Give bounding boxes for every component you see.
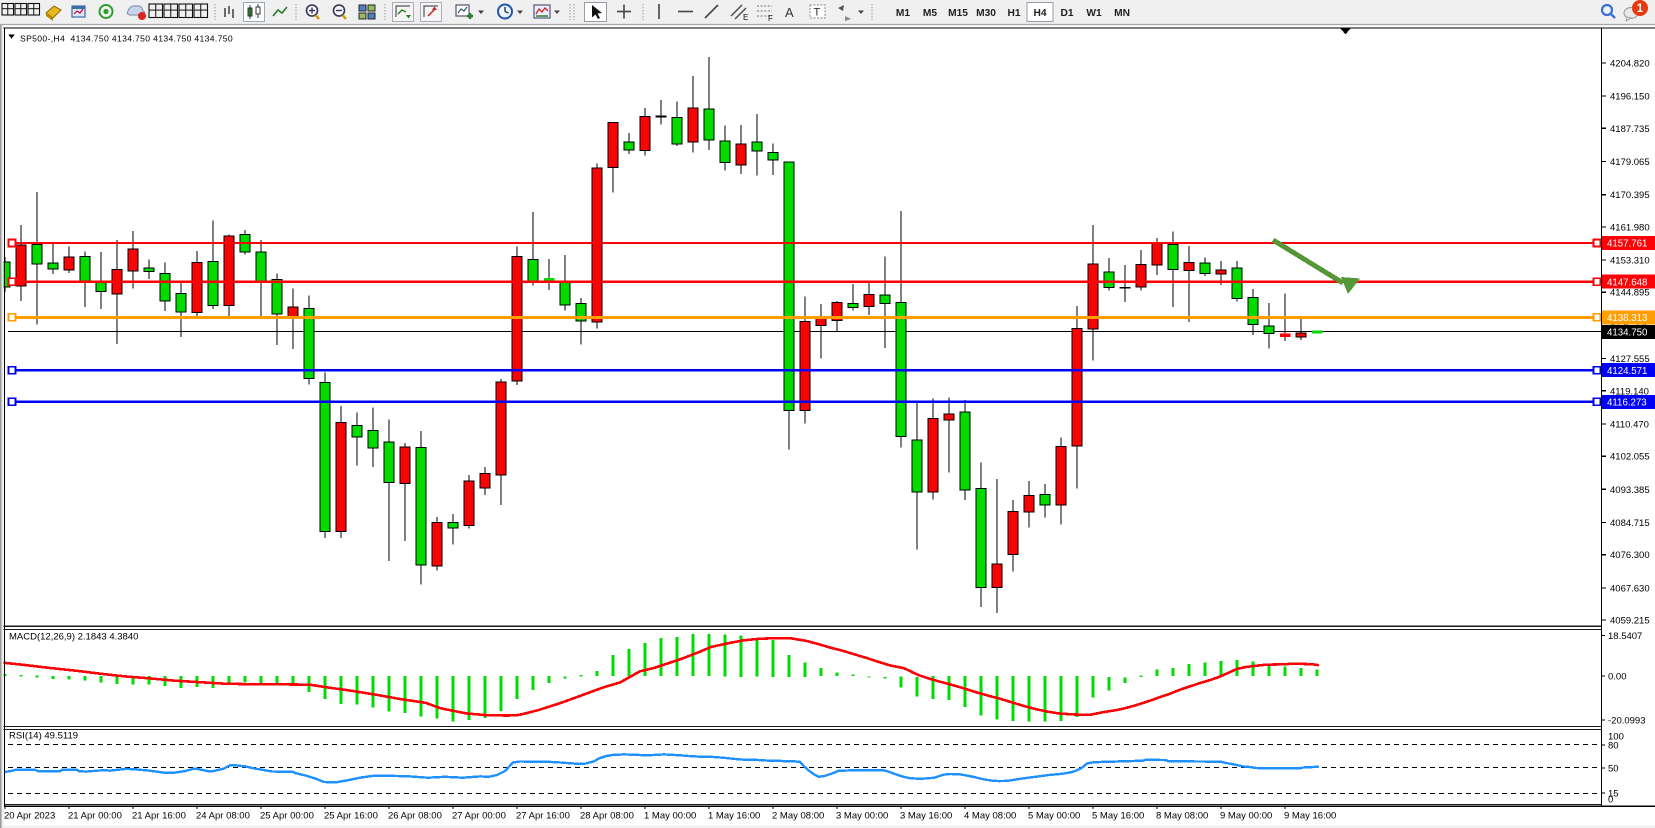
svg-text:4138.313: 4138.313 — [1607, 313, 1647, 324]
svg-text:4127.555: 4127.555 — [1610, 354, 1650, 365]
svg-text:4119.140: 4119.140 — [1610, 386, 1649, 397]
svg-text:4204.820: 4204.820 — [1610, 58, 1650, 69]
svg-text:1 May 00:00: 1 May 00:00 — [644, 811, 696, 822]
svg-text:4196.150: 4196.150 — [1610, 92, 1650, 103]
svg-text:26 Apr 08:00: 26 Apr 08:00 — [388, 811, 442, 822]
svg-text:27 Apr 00:00: 27 Apr 00:00 — [452, 811, 506, 822]
svg-text:E: E — [743, 13, 748, 22]
svg-text:5 May 16:00: 5 May 16:00 — [1092, 811, 1144, 822]
svg-text:27 Apr 16:00: 27 Apr 16:00 — [516, 811, 570, 822]
svg-text:4187.735: 4187.735 — [1610, 124, 1650, 135]
svg-text:4110.470: 4110.470 — [1610, 419, 1649, 430]
svg-text:25 Apr 00:00: 25 Apr 00:00 — [260, 811, 314, 822]
svg-text:4157.761: 4157.761 — [1607, 239, 1647, 250]
svg-text:21 Apr 16:00: 21 Apr 16:00 — [132, 811, 186, 822]
svg-text:M1: M1 — [896, 8, 910, 19]
svg-text:-20.0993: -20.0993 — [1608, 715, 1646, 726]
svg-text:20 Apr 2023: 20 Apr 2023 — [4, 811, 55, 822]
svg-text:M15: M15 — [948, 8, 968, 19]
svg-text:MN: MN — [1114, 8, 1130, 19]
svg-text:4170.395: 4170.395 — [1610, 190, 1650, 201]
svg-text:25 Apr 16:00: 25 Apr 16:00 — [324, 811, 378, 822]
svg-text:4 May 08:00: 4 May 08:00 — [964, 811, 1016, 822]
svg-text:H1: H1 — [1007, 8, 1020, 19]
svg-text:3 May 00:00: 3 May 00:00 — [836, 811, 888, 822]
svg-text:H4: H4 — [1033, 8, 1046, 19]
svg-text:9 May 00:00: 9 May 00:00 — [1220, 811, 1272, 822]
svg-text:4093.385: 4093.385 — [1610, 485, 1650, 496]
svg-text:15: 15 — [1608, 789, 1619, 800]
svg-text:A: A — [785, 5, 794, 20]
svg-text:D1: D1 — [1060, 8, 1073, 19]
svg-text:100: 100 — [1608, 731, 1624, 742]
svg-text:4153.310: 4153.310 — [1610, 256, 1650, 267]
svg-text:0.00: 0.00 — [1608, 671, 1627, 682]
svg-text:50: 50 — [1608, 764, 1619, 775]
svg-text:4161.980: 4161.980 — [1610, 222, 1650, 233]
svg-text:80: 80 — [1608, 740, 1619, 751]
svg-text:RSI(14) 49.5119: RSI(14) 49.5119 — [9, 731, 78, 742]
svg-text:5 May 00:00: 5 May 00:00 — [1028, 811, 1080, 822]
svg-text:8 May 08:00: 8 May 08:00 — [1156, 811, 1208, 822]
svg-text:4124.571: 4124.571 — [1607, 366, 1647, 377]
svg-text:4116.273: 4116.273 — [1607, 398, 1647, 409]
svg-text:4102.055: 4102.055 — [1610, 452, 1650, 463]
svg-text:9 May 16:00: 9 May 16:00 — [1284, 811, 1336, 822]
svg-text:4084.715: 4084.715 — [1610, 518, 1650, 529]
svg-text:F: F — [768, 14, 773, 23]
svg-text:M5: M5 — [923, 8, 937, 19]
svg-text:SP500-,H4 4134.750 4134.750 4: SP500-,H4 4134.750 4134.750 4134.750 413… — [20, 34, 233, 44]
svg-text:4147.648: 4147.648 — [1607, 277, 1647, 288]
svg-text:1: 1 — [1637, 3, 1644, 15]
svg-text:4134.750: 4134.750 — [1607, 328, 1648, 339]
svg-text:T: T — [814, 7, 821, 19]
svg-text:4076.300: 4076.300 — [1610, 550, 1650, 561]
svg-text:4067.630: 4067.630 — [1610, 583, 1650, 594]
svg-text:21 Apr 00:00: 21 Apr 00:00 — [68, 811, 122, 822]
svg-text:2 May 08:00: 2 May 08:00 — [772, 811, 824, 822]
svg-text:4059.215: 4059.215 — [1610, 616, 1650, 627]
svg-text:1 May 16:00: 1 May 16:00 — [708, 811, 760, 822]
svg-text:3 May 16:00: 3 May 16:00 — [900, 811, 952, 822]
svg-text:M30: M30 — [976, 8, 996, 19]
svg-text:18.5407: 18.5407 — [1608, 631, 1642, 642]
svg-text:4144.895: 4144.895 — [1610, 288, 1650, 299]
svg-text:28 Apr 08:00: 28 Apr 08:00 — [580, 811, 634, 822]
svg-text:0: 0 — [1608, 795, 1613, 806]
svg-text:4179.065: 4179.065 — [1610, 157, 1650, 168]
svg-text:MACD(12,26,9) 2.1843 4.3840: MACD(12,26,9) 2.1843 4.3840 — [9, 632, 138, 643]
svg-text:W1: W1 — [1086, 8, 1102, 19]
svg-text:24 Apr 08:00: 24 Apr 08:00 — [196, 811, 250, 822]
